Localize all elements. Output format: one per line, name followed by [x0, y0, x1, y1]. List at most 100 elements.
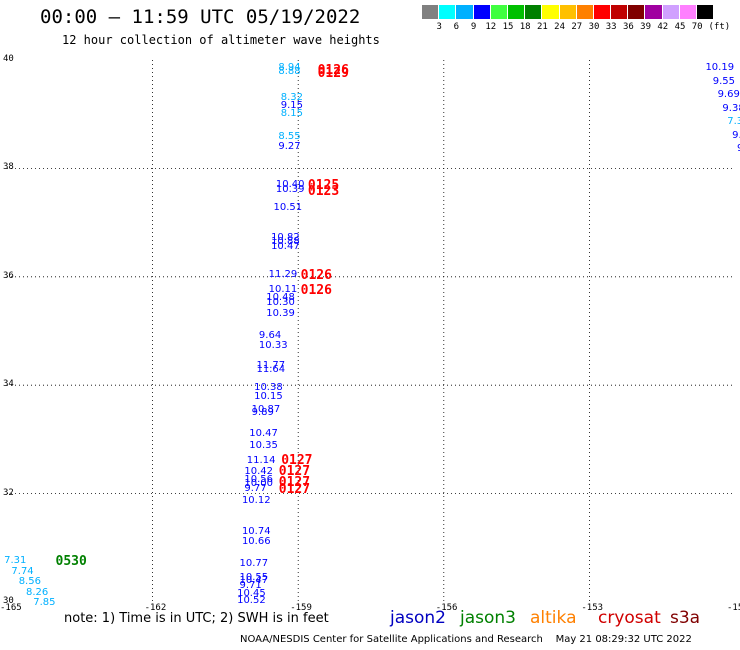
wave-height-value: 10.00	[244, 477, 273, 489]
pass-time-label: 0127	[278, 474, 311, 490]
colorbar-label: 70	[691, 22, 703, 32]
colorbar-swatch	[439, 5, 457, 19]
wave-height-value: 10.52	[237, 594, 266, 606]
legend-jason3: jason3	[460, 608, 516, 628]
wave-height-value: 9.71	[239, 579, 262, 591]
wave-height-value: 7.74	[11, 566, 34, 578]
colorbar-swatch	[679, 5, 697, 19]
pass-time-label: 0127	[278, 463, 311, 479]
pass-time-label: 0125	[307, 177, 340, 193]
wave-height-value: 9.64	[258, 330, 282, 342]
pass-time-label: 0123	[307, 184, 340, 200]
wave-height-value: 9.38	[722, 102, 740, 114]
legend-s3a: s3a	[670, 608, 701, 628]
page-title: 00:00 – 11:59 UTC 05/19/2022	[40, 6, 361, 28]
wave-height-value: 7.3	[727, 116, 740, 128]
wave-height-value: 10.77	[239, 558, 269, 570]
lat-tick-label: 40	[3, 54, 14, 64]
wave-height-value: 10.40	[275, 178, 305, 190]
colorbar-label: 9	[470, 22, 477, 32]
colorbar-unit: (ft)	[708, 22, 731, 32]
colorbar-swatch	[490, 5, 508, 19]
wave-height-value: 7.85	[33, 597, 56, 609]
wave-height-value: 9.55	[712, 75, 735, 87]
wave-height-value: 9.89	[251, 407, 274, 419]
colorbar-label: 3	[436, 22, 442, 32]
lat-tick-label: 38	[3, 162, 14, 173]
colorbar-swatch	[628, 5, 646, 19]
footer-credit: NOAA/NESDIS Center for Satellite Applica…	[240, 634, 692, 645]
wave-height-value: 9.	[737, 143, 740, 154]
note-text: note: 1) Time is in UTC; 2) SWH is in fe…	[64, 611, 329, 626]
wave-height-value: 10.35	[249, 439, 278, 451]
wave-height-value: 11.77	[256, 360, 286, 372]
colorbar-label: 42	[657, 22, 669, 32]
wave-height-value: 9.77	[244, 483, 267, 495]
colorbar-swatch	[611, 5, 629, 19]
pass-time-label: 0127	[278, 482, 311, 498]
colorbar-swatch	[645, 5, 663, 19]
pass-time-label: 0129	[317, 66, 349, 81]
wave-height-value: 10.55	[239, 571, 269, 583]
wave-height-value: 10.15	[254, 391, 283, 403]
wave-height-value: 10.88	[271, 236, 300, 248]
page-subtitle: 12 hour collection of altimeter wave hei…	[62, 33, 380, 47]
pass-time-label: 0530	[55, 554, 87, 570]
wave-height-value: 10.12	[241, 494, 271, 506]
wave-height-value: 8.26	[25, 586, 49, 598]
wave-height-value: 10.47	[271, 240, 300, 252]
colorbar	[422, 5, 715, 19]
lon-tick-label: -159	[290, 603, 312, 613]
legend-jason2: jason2	[390, 608, 446, 628]
colorbar-swatch	[697, 5, 715, 19]
colorbar-label: 30	[588, 22, 600, 32]
lat-tick-label: 36	[3, 270, 14, 281]
colorbar-label: 45	[674, 22, 686, 32]
wave-height-value: 9.4	[732, 129, 740, 141]
pass-time-label: 0127	[281, 452, 313, 468]
wave-height-value: 10.47	[239, 575, 269, 587]
wave-height-value: 10.47	[249, 427, 278, 439]
colorbar-label: 24	[554, 22, 566, 32]
colorbar-label: 21	[536, 22, 548, 32]
lat-tick-label: 32	[3, 487, 14, 498]
colorbar-label: 15	[502, 22, 514, 32]
lon-tick-label: -153	[581, 603, 604, 613]
wave-height-value: 10.39	[275, 184, 305, 196]
wave-height-value: 8.56	[18, 575, 41, 587]
pass-time-label: 0126	[317, 62, 349, 78]
wave-height-value: 9.69	[717, 89, 740, 101]
colorbar-label: 27	[571, 22, 583, 32]
wave-height-value: 10.19	[705, 62, 735, 74]
wave-height-value: 10.82	[271, 231, 300, 243]
colorbar-swatch	[473, 5, 491, 19]
wave-height-value: 10.11	[268, 284, 298, 296]
colorbar-label: 18	[519, 22, 531, 32]
wave-height-value: 10.39	[266, 307, 295, 319]
wave-height-value: 10.38	[254, 381, 283, 393]
lon-tick-label: -162	[144, 603, 167, 613]
colorbar-label: 39	[640, 22, 652, 32]
wave-height-value: 10.42	[244, 465, 273, 477]
wave-height-value: 9.15	[280, 100, 304, 112]
pass-time-label: 0126	[300, 283, 332, 299]
colorbar-swatch	[593, 5, 612, 19]
colorbar-label: 12	[485, 22, 497, 32]
wave-height-value: 10.30	[266, 296, 295, 308]
wave-height-value: 11.14	[246, 455, 276, 467]
colorbar-label: 36	[622, 22, 634, 32]
wave-height-value: 9.27	[278, 140, 301, 152]
colorbar-swatch	[542, 5, 560, 19]
wave-height-value: 8.94	[278, 62, 301, 74]
wave-height-value: 10.56	[244, 474, 273, 486]
wave-height-value: 8.55	[278, 130, 301, 142]
wave-height-value: 10.74	[241, 525, 271, 537]
wave-height-value: 10.45	[237, 587, 266, 599]
wave-height-value: 8.15	[280, 108, 304, 120]
pass-time-label: 0126	[300, 268, 332, 284]
colorbar-label: 6	[453, 22, 460, 32]
lat-tick-label: 30	[3, 596, 14, 606]
wave-height-value: 10.33	[258, 340, 288, 352]
lat-tick-label: 34	[3, 379, 14, 390]
